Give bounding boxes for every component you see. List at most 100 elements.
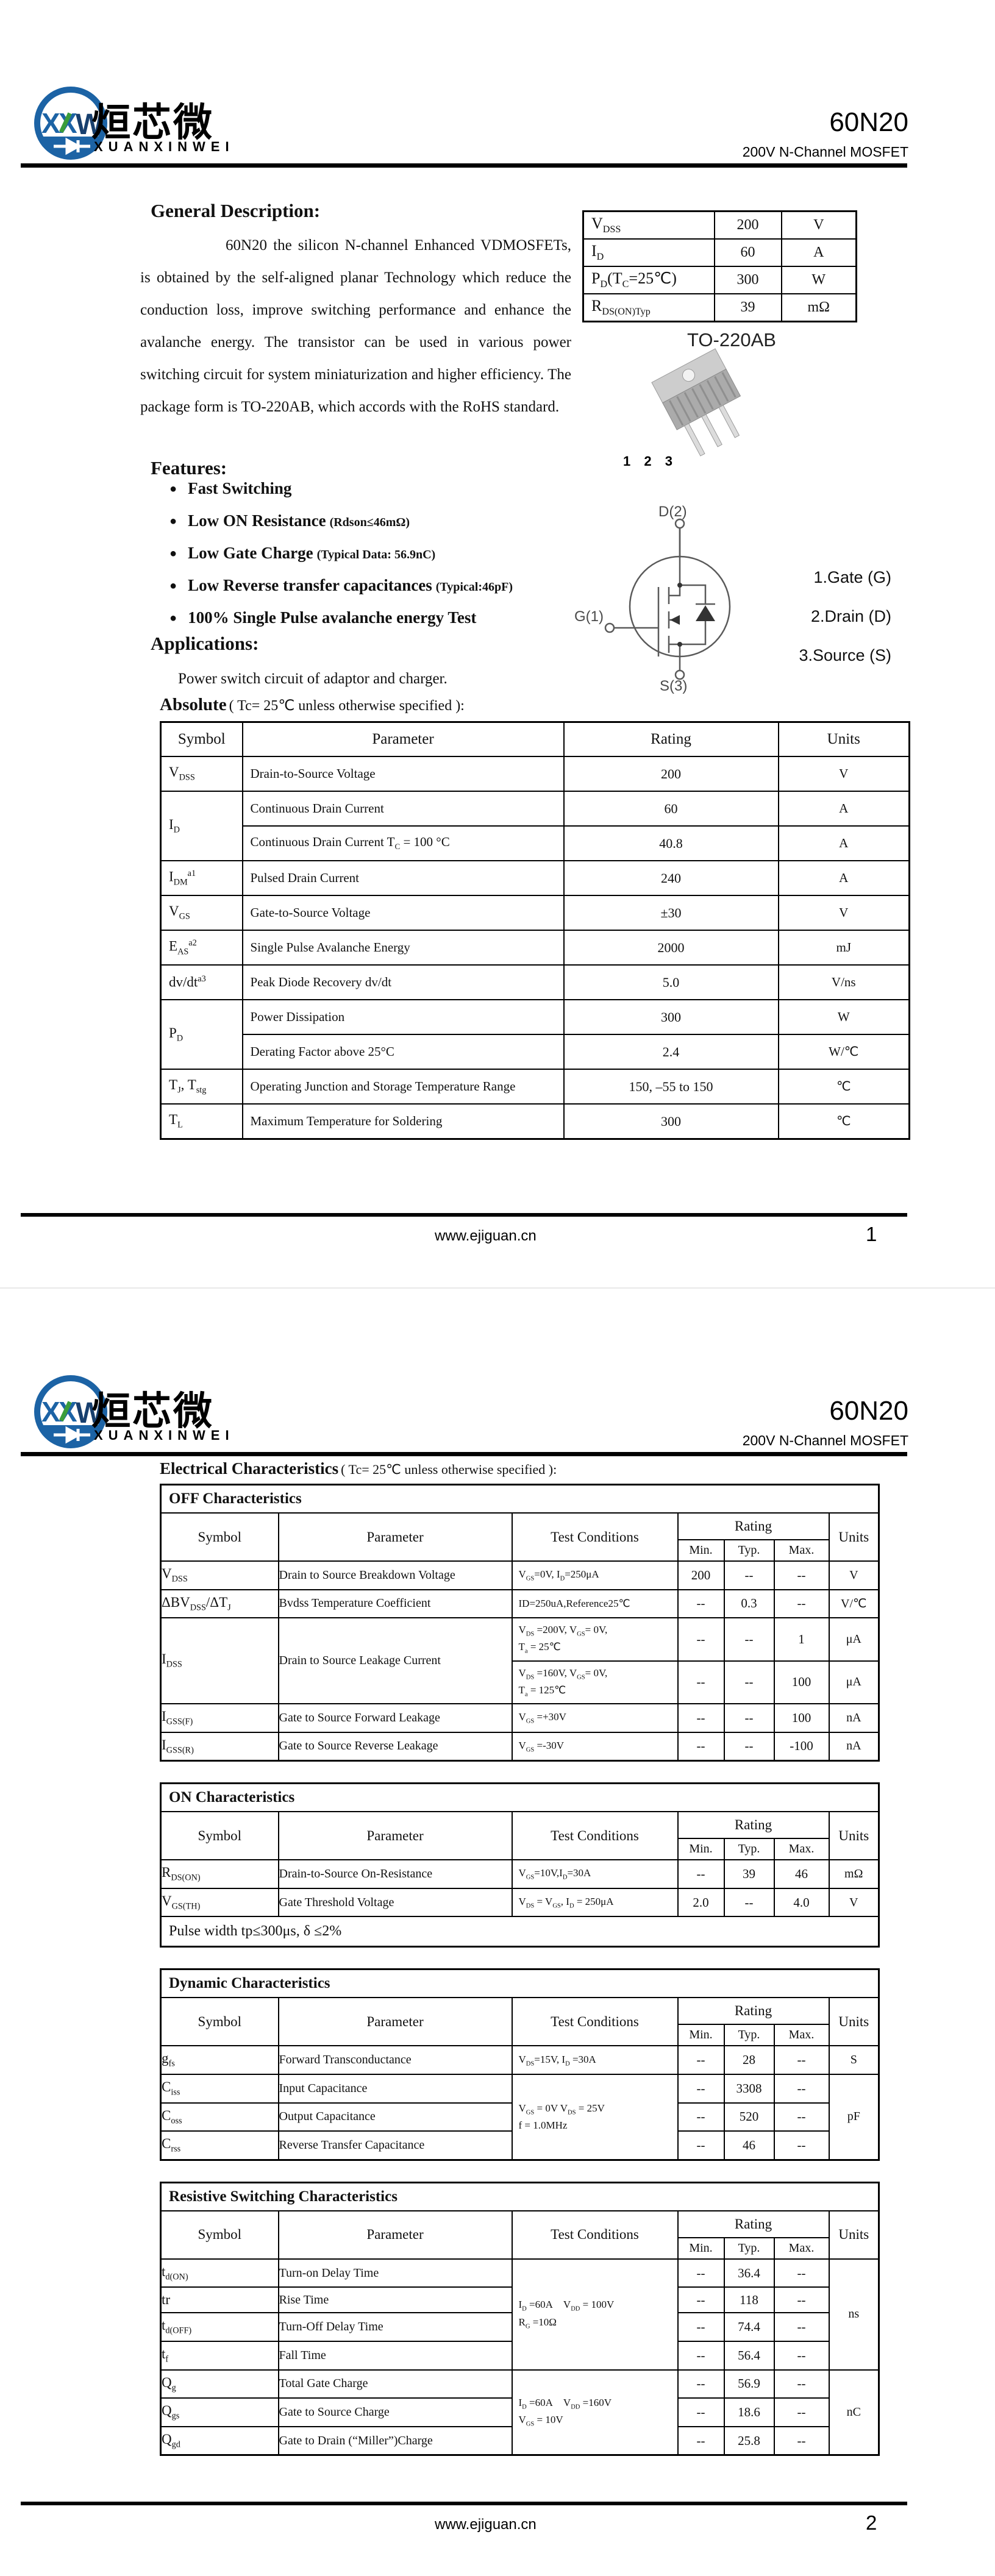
cell-cell: Min. <box>677 1838 725 1861</box>
param-cell: Gate to Source Reverse Leakage <box>277 1731 513 1762</box>
cell-cell: Max. <box>773 2024 830 2047</box>
cond-cell: VGS =-30V <box>511 1731 679 1762</box>
cell-cell: Max. <box>773 2236 830 2260</box>
val-cell: 0.3 <box>723 1589 775 1619</box>
cell-cell: Symbol <box>160 1811 279 1861</box>
unit-cell: A <box>777 791 910 827</box>
hdr-cell: Rating <box>563 721 779 757</box>
feature-item: ● Fast Switching <box>169 479 513 511</box>
param-cell: Gate to Source Forward Leakage <box>277 1703 513 1733</box>
brand-name-cn: 烜芯微 <box>91 1389 214 1434</box>
param-cell: Drain to Source Leakage Current <box>277 1617 513 1704</box>
note-cell: Pulse width tp≤300μs, δ ≤2% <box>160 1916 880 1948</box>
cell-cell: Test Conditions <box>511 1997 679 2047</box>
val-cell: 100 <box>773 1703 830 1733</box>
sym-cell: IGSS(F) <box>160 1703 279 1733</box>
elec-title-bold: Electrical Characteristics <box>160 1459 339 1478</box>
param-cell: Input Capacitance <box>277 2073 513 2104</box>
cell-cell: Units <box>828 1997 880 2047</box>
brand-name-cn: 烜芯微 <box>91 101 214 146</box>
sym-cell: Qg <box>160 2369 279 2399</box>
param-cell: Single Pulse Avalanche Energy <box>241 930 565 966</box>
feature-detail: (Typical Data: 56.9nC) <box>316 548 436 561</box>
pin-legend-gate: 1.Gate (G) <box>813 568 891 586</box>
val-cell: -- <box>677 2425 725 2456</box>
char-header-row: Symbol Parameter Test Conditions Rating Unit… <box>160 1997 880 2047</box>
val-cell: 200 <box>563 756 779 792</box>
unit-cell: A <box>777 860 910 896</box>
char-table-row: Crss Reverse Transfer Capacitance -- 46 -- <box>160 2130 879 2161</box>
header-rule <box>21 1452 907 1456</box>
char-table-title-row: OFF Characteristics <box>160 1484 880 1514</box>
char-table-row: IGSS(F) Gate to Source Forward Leakage VGS… <box>160 1703 880 1733</box>
cond-cell: VGS=10V,ID=30A <box>511 1859 679 1889</box>
val-cell: -- <box>677 1703 725 1733</box>
val-cell: -- <box>773 2369 830 2399</box>
param-cell: Output Capacitance <box>277 2102 513 2132</box>
abs-header-row: Symbol Parameter Rating Units <box>160 721 910 757</box>
val-cell: -- <box>677 2286 725 2314</box>
bullet-icon: ● <box>169 547 177 560</box>
val-cell: -- <box>723 1887 775 1918</box>
unit-cell: W <box>777 999 910 1035</box>
char-table-row: ΔBVDSS/ΔTJ Bvdss Temperature Coefficient I… <box>160 1589 880 1619</box>
header-rule <box>21 163 907 168</box>
val-cell: -- <box>773 2340 830 2371</box>
val-cell: -- <box>773 2286 830 2314</box>
page-number: 2 <box>866 2511 877 2534</box>
unit-cell: V/ns <box>777 964 910 1000</box>
val-cell: 200 <box>677 1560 725 1590</box>
val-cell: -100 <box>773 1731 830 1762</box>
char-header-row: Symbol Parameter Test Conditions Rating Unit… <box>160 1811 880 1861</box>
feature-detail: (Rdson≤46mΩ) <box>329 516 410 529</box>
footer-url[interactable]: www.ejiguan.cn <box>435 1228 537 1244</box>
bullet-icon: ● <box>169 482 177 496</box>
val-cell: 300 <box>563 999 779 1035</box>
char-table-title-row: ON Characteristics <box>160 1782 880 1813</box>
cell-cell: Typ. <box>723 2024 775 2047</box>
param-cell: Drain-to-Source On-Resistance <box>277 1859 513 1889</box>
val-cell: -- <box>723 1560 775 1590</box>
char-table-row: VDS =160V, VGS= 0V, Ta = 125℃ -- -- 100 μA <box>161 1660 880 1705</box>
qs-sym-cell: ID <box>582 238 715 267</box>
qs-sym-cell: VDSS <box>582 210 715 240</box>
param-cell: Turn-on Delay Time <box>277 2258 513 2288</box>
val-cell: 5.0 <box>563 964 779 1000</box>
footer-url[interactable]: www.ejiguan.cn <box>435 2516 537 2533</box>
cell-cell: Test Conditions <box>511 1512 679 1562</box>
cell-cell: Max. <box>773 1539 830 1562</box>
absolute-ratings-title: Absolute ( Tc= 25℃ unless otherwise spec… <box>160 695 465 715</box>
char-table-row: VGS(TH) Gate Threshold Voltage VDS = VGS, … <box>160 1887 880 1918</box>
char-table-3: Dynamic Characteristics Symbol Parameter Te… <box>160 1968 880 2161</box>
val-cell: -- <box>723 1731 775 1762</box>
sym-cell: dv/dta3 <box>160 964 243 1000</box>
sym-cell: TL <box>160 1103 243 1140</box>
sym-cell: td(OFF) <box>160 2312 279 2342</box>
char-table-row: Ciss Input Capacitance VGS = 0V VDS = 25V f… <box>160 2073 880 2161</box>
val-cell: -- <box>677 2258 725 2288</box>
val-cell: 56.9 <box>723 2369 775 2399</box>
company-logo-icon: X X W <box>34 1375 107 1448</box>
cond-cell: VGS = 0V VDS = 25V f = 1.0MHz <box>511 2073 679 2161</box>
cell-cell: Test Conditions <box>511 1811 679 1861</box>
qs-val-cell: 200 <box>713 210 782 240</box>
val-cell: -- <box>677 1617 725 1662</box>
val-cell: -- <box>677 1859 725 1889</box>
general-description-title: General Description: <box>151 200 321 221</box>
feature-text: Low ON Resistance <box>188 511 326 530</box>
pin-legend-drain: 2.Drain (D) <box>810 607 891 625</box>
val-cell: -- <box>773 1589 830 1619</box>
char-subheader-row: Min. Typ. Max. <box>161 1539 879 1562</box>
val-cell: 150, –55 to 150 <box>563 1069 779 1105</box>
hdr-cell: Symbol <box>160 721 243 757</box>
val-cell: -- <box>773 2312 830 2342</box>
company-logo-icon: X X W <box>34 87 107 160</box>
cell-cell: Min. <box>677 1539 725 1562</box>
hdr-cell: Units <box>777 721 910 757</box>
unit-cell: mΩ <box>828 1859 880 1889</box>
qs-val-cell: 300 <box>713 266 782 294</box>
sym-cell: RDS(ON) <box>160 1859 279 1889</box>
unit-cell: mJ <box>777 930 910 966</box>
val-cell: 240 <box>563 860 779 896</box>
quick-spec-table: VDSS 200 V ID 60 A PD(TC=25℃) 300 W RDS(ON)Typ 39 m… <box>582 210 857 322</box>
